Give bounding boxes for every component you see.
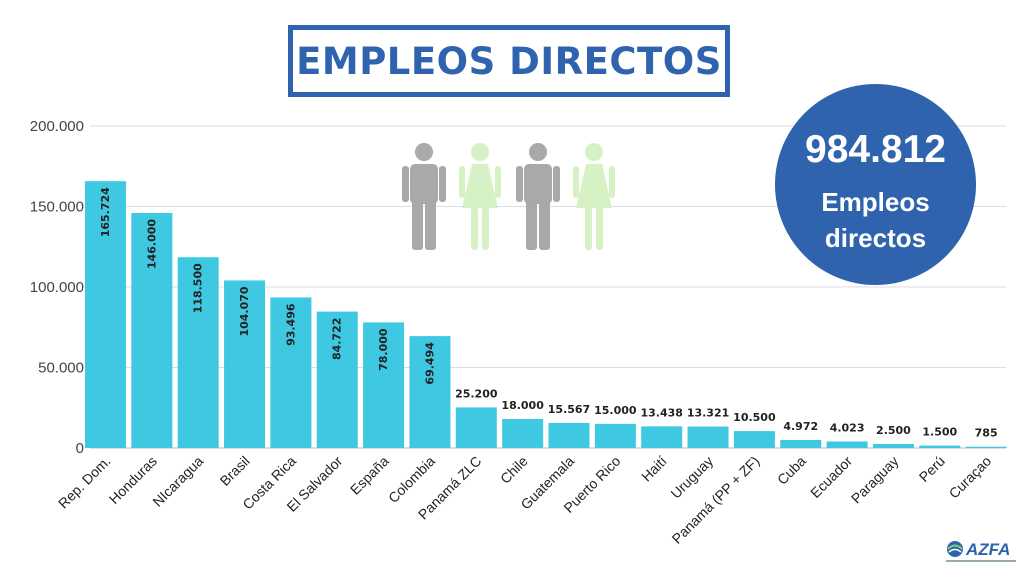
woman-icon: [458, 142, 502, 250]
bars: [85, 181, 1007, 448]
value-label: 18.000: [501, 399, 544, 412]
x-tick-label: Paraguay: [848, 453, 902, 507]
bar: [455, 407, 497, 448]
azfa-logo: AZFA: [946, 538, 1016, 568]
x-tick-label: España: [347, 453, 392, 498]
woman-icon: [572, 142, 616, 250]
bar: [224, 280, 266, 448]
value-label: 118.500: [192, 263, 205, 313]
value-label: 2.500: [876, 424, 911, 437]
y-tick-label: 50.000: [38, 360, 84, 377]
total-badge: 984.812 Empleos directos: [775, 84, 976, 285]
x-tick-label: Haití: [638, 453, 670, 485]
bar: [594, 423, 636, 448]
chart-title: EMPLEOS DIRECTOS: [296, 39, 722, 83]
value-label: 1.500: [922, 426, 957, 439]
value-label: 93.496: [284, 303, 297, 346]
value-label: 4.972: [783, 420, 818, 433]
bar: [85, 181, 126, 448]
value-label: 13.438: [640, 406, 682, 419]
value-label: 25.200: [455, 387, 498, 400]
value-labels: 165.724 146.000 118.500 104.070 93.496 84.722…: [99, 187, 998, 440]
logo-text: AZFA: [966, 540, 1011, 559]
x-tick-label: Chile: [497, 453, 531, 487]
value-label: 78.000: [377, 328, 390, 371]
man-icon: [516, 142, 560, 250]
y-tick-label: 200.000: [30, 118, 84, 135]
globe-icon: [947, 541, 963, 557]
value-label: 15.567: [548, 403, 590, 416]
bar: [733, 431, 775, 448]
bar: [780, 439, 822, 448]
value-label: 84.722: [331, 318, 344, 360]
value-label: 10.500: [733, 411, 776, 424]
total-value: 984.812: [805, 128, 946, 171]
bar: [548, 422, 590, 448]
bar: [826, 441, 868, 448]
x-tick-label: Cuba: [774, 453, 809, 488]
bar: [270, 297, 312, 448]
bar: [409, 336, 451, 448]
man-icon: [402, 142, 446, 250]
value-label: 4.023: [830, 422, 865, 435]
title-box: EMPLEOS DIRECTOS: [288, 25, 730, 97]
x-tick-label: Brasil: [217, 453, 253, 489]
x-tick-label: Panamá (PP + ZF): [669, 453, 763, 547]
bar: [131, 212, 173, 448]
x-tick-label: Rep. Dom.: [55, 453, 114, 512]
bar: [177, 257, 219, 448]
value-label: 104.070: [238, 286, 251, 336]
total-label: Empleos directos: [821, 187, 930, 253]
value-label: 785: [975, 427, 998, 440]
bar: [502, 419, 544, 448]
x-tick-label: NIcaragua: [149, 453, 206, 510]
y-tick-label: 0: [76, 440, 84, 457]
bar: [641, 426, 683, 448]
bar: [872, 443, 914, 448]
x-tick-label: Curaçao: [946, 453, 995, 502]
bar: [687, 426, 729, 448]
bar: [919, 445, 961, 448]
y-tick-label: 150.000: [30, 199, 84, 216]
value-label: 69.494: [423, 342, 436, 385]
x-tick-label: Perú: [916, 453, 948, 485]
value-label: 165.724: [99, 187, 112, 237]
value-label: 15.000: [594, 404, 637, 417]
y-tick-label: 100.000: [30, 279, 84, 296]
logo-subtitle-line: [946, 560, 1016, 562]
value-label: 13.321: [687, 407, 729, 420]
bar: [316, 311, 358, 448]
value-label: 146.000: [145, 219, 158, 269]
people-illustration: [400, 142, 630, 252]
bar: [363, 322, 405, 448]
bar: [965, 446, 1007, 448]
y-axis-ticks: 0 50.000 100.000 150.000 200.000: [30, 118, 84, 457]
